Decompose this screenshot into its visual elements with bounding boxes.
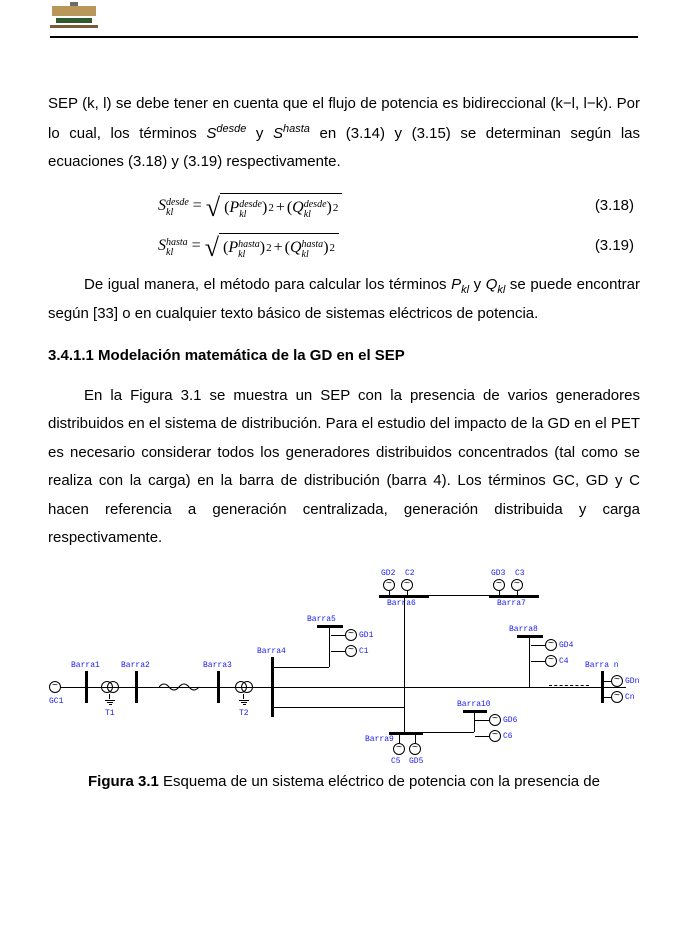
eq2-lhs-stack: hastakl <box>166 238 188 258</box>
lbl-barra2: Barra2 <box>121 661 150 670</box>
lbl-barra4: Barra4 <box>257 647 286 656</box>
load-c2-icon <box>401 579 413 591</box>
bus-7 <box>489 595 539 598</box>
caption-rest: Esquema de un sistema eléctrico de poten… <box>159 773 600 790</box>
lbl-gdn: GDn <box>625 677 639 686</box>
load-c3-icon <box>511 579 523 591</box>
lbl-gd4: GD4 <box>559 641 573 650</box>
earth-t1 <box>105 699 115 707</box>
lbl-c2: C2 <box>405 569 415 578</box>
lbl-gd6: GD6 <box>503 716 517 725</box>
bus-5 <box>317 625 343 628</box>
gen-gd6-icon <box>489 714 501 726</box>
p1-frag2: y <box>246 125 273 142</box>
earth-t2 <box>239 699 249 707</box>
line-impedance-icon <box>159 681 199 693</box>
paragraph-3: En la Figura 3.1 se muestra un SEP con l… <box>48 382 640 553</box>
lbl-barra6: Barra6 <box>387 599 416 608</box>
lbl-c6: C6 <box>503 732 513 741</box>
gen-gc1-icon <box>49 681 61 693</box>
eq2-radical: √ (Phastakl)2 + (Qhastakl)2 <box>205 231 339 261</box>
caption-bold: Figura 3.1 <box>88 773 159 790</box>
lbl-cn: Cn <box>625 693 635 702</box>
eq2-number: (3.19) <box>560 237 640 254</box>
p1-s2: S <box>273 125 283 142</box>
load-c4-icon <box>545 655 557 667</box>
gen-gd2-icon <box>383 579 395 591</box>
equation-318: Sdesdekl = √ (Pdesdekl)2 + (Qdesdekl)2 (… <box>48 191 640 221</box>
p1-s2sup: hasta <box>283 123 310 135</box>
bus-9 <box>389 732 423 735</box>
dotted-line <box>549 685 589 686</box>
lbl-barran: Barra n <box>585 661 619 670</box>
lbl-t2: T2 <box>239 709 249 718</box>
lbl-gd1: GD1 <box>359 631 373 640</box>
bus-10 <box>463 710 487 713</box>
gen-gd1-icon <box>345 629 357 641</box>
bus-1 <box>85 671 88 703</box>
header-rule <box>50 36 638 38</box>
equation-319: Shastakl = √ (Phastakl)2 + (Qhastakl)2 (… <box>48 231 640 261</box>
lbl-barra3: Barra3 <box>203 661 232 670</box>
lbl-gc1: GC1 <box>49 697 63 706</box>
paragraph-1: SEP (k, l) se debe tener en cuenta que e… <box>48 90 640 177</box>
eq1-S: S <box>158 197 166 215</box>
load-c6-icon <box>489 730 501 742</box>
p2-frag1: De igual manera, el método para calcular… <box>84 276 451 293</box>
gen-gd5-icon <box>409 743 421 755</box>
figure-3-1: GC1 Barra1 T1 Barra2 Barra3 <box>48 567 640 790</box>
lbl-barra8: Barra8 <box>509 625 538 634</box>
eq1-radical: √ (Pdesdekl)2 + (Qdesdekl)2 <box>206 191 343 221</box>
lbl-gd3: GD3 <box>491 569 505 578</box>
eq1-lhs-stack: desdekl <box>166 198 189 218</box>
p1-s1: S <box>206 125 216 142</box>
lbl-c4: C4 <box>559 657 569 666</box>
gen-gdn-icon <box>611 675 623 687</box>
lbl-t1: T1 <box>105 709 115 718</box>
lbl-c1: C1 <box>359 647 369 656</box>
lbl-barra10: Barra10 <box>457 700 491 709</box>
eq2-eq: = <box>192 237 201 255</box>
bus-n <box>601 671 604 703</box>
header-logo <box>50 2 98 30</box>
lbl-gd2: GD2 <box>381 569 395 578</box>
paragraph-2: De igual manera, el método para calcular… <box>48 271 640 329</box>
transformer-t2-icon <box>235 681 253 693</box>
load-c1-icon <box>345 645 357 657</box>
eq1-number: (3.18) <box>560 197 640 214</box>
lbl-gd5: GD5 <box>409 757 423 766</box>
gen-gd3-icon <box>493 579 505 591</box>
section-heading: 3.4.1.1 Modelación matemática de la GD e… <box>48 347 640 364</box>
bus-3 <box>217 671 220 703</box>
lbl-barra5: Barra5 <box>307 615 336 624</box>
bus-2 <box>135 671 138 703</box>
load-c5-icon <box>393 743 405 755</box>
gen-gd4-icon <box>545 639 557 651</box>
figure-caption: Figura 3.1 Esquema de un sistema eléctri… <box>48 773 640 790</box>
bus-4 <box>271 657 274 717</box>
lbl-barra7: Barra7 <box>497 599 526 608</box>
transformer-t1-icon <box>101 681 119 693</box>
eq2-S: S <box>158 237 166 255</box>
eq1-eq: = <box>193 197 202 215</box>
lbl-barra1: Barra1 <box>71 661 100 670</box>
bus-6 <box>379 595 429 598</box>
load-cn-icon <box>611 691 623 703</box>
diagram-sep: GC1 Barra1 T1 Barra2 Barra3 <box>49 567 639 767</box>
lbl-barra9: Barra9 <box>365 735 394 744</box>
lbl-c5: C5 <box>391 757 401 766</box>
lbl-c3: C3 <box>515 569 525 578</box>
p1-s1sup: desde <box>216 123 246 135</box>
bus-8 <box>517 635 543 638</box>
